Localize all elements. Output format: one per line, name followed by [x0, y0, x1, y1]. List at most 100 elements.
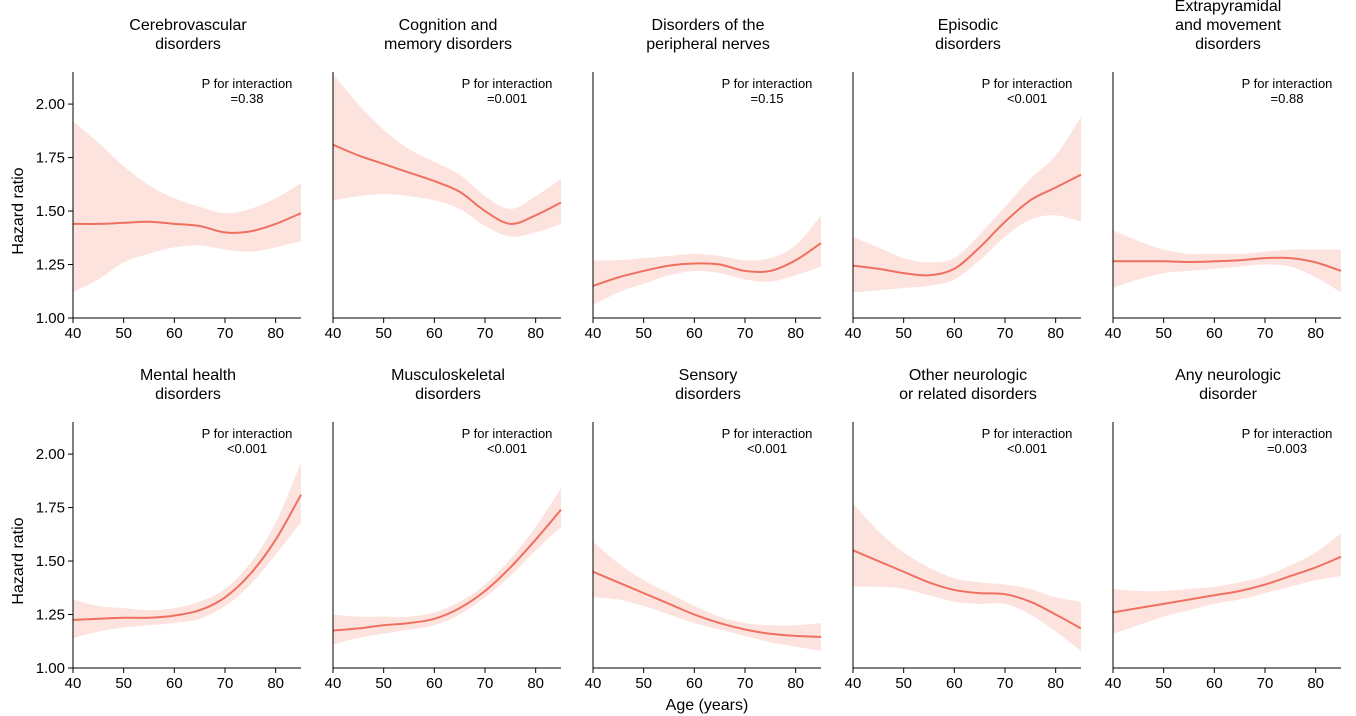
confidence-band — [593, 541, 821, 651]
hazard-ratio-line — [332, 143, 562, 225]
panel-1: 40 50 60 70 80 1.00 1.25 1.50 1.75 2.00 Cerebrovas… — [36, 17, 302, 342]
x-axis-title: Age (years) — [666, 697, 749, 714]
p-interaction-annotation: P for interaction — [1242, 76, 1333, 91]
x-tick-label: 40 — [1105, 675, 1122, 692]
y-tick-label: 1.25 — [36, 607, 65, 624]
p-interaction-annotation: <0.001 — [1007, 441, 1047, 456]
hazard-ratio-line — [1112, 555, 1342, 614]
p-interaction-annotation: P for interaction — [202, 426, 293, 441]
y-axis-title-bottom-row: Hazard ratio — [10, 517, 27, 604]
x-tick-label: 70 — [1257, 675, 1274, 692]
hazard-ratio-line — [852, 173, 1082, 277]
x-tick-label: 50 — [895, 325, 912, 342]
confidence-band — [593, 215, 821, 306]
panel-title-line: or related disorders — [899, 386, 1037, 403]
x-tick-label: 70 — [1257, 325, 1274, 342]
hazard-ratio-line — [592, 570, 822, 638]
x-tick-label: 40 — [65, 325, 82, 342]
panel-title-line: Episodic — [938, 17, 998, 34]
p-interaction-annotation: P for interaction — [202, 76, 293, 91]
y-tick-label: 2.00 — [36, 96, 65, 113]
p-interaction-annotation: <0.001 — [1007, 91, 1047, 106]
panel-title-line: Cerebrovascular — [129, 17, 247, 34]
hazard-ratio-line — [332, 509, 562, 632]
panel-title-line: Other neurologic — [909, 367, 1027, 384]
y-tick-label: 1.50 — [36, 553, 65, 570]
p-interaction-annotation: P for interaction — [462, 426, 553, 441]
p-interaction-annotation: P for interaction — [982, 76, 1073, 91]
x-tick-label: 70 — [477, 325, 494, 342]
panel-title-line: peripheral nerves — [646, 36, 770, 53]
confidence-band — [73, 121, 301, 293]
panel-title-line: Any neurologic — [1175, 367, 1281, 384]
x-tick-label: 70 — [997, 675, 1014, 692]
x-tick-label: 40 — [325, 325, 342, 342]
x-tick-label: 40 — [325, 675, 342, 692]
x-tick-label: 80 — [787, 325, 804, 342]
p-interaction-annotation: =0.003 — [1267, 441, 1307, 456]
x-tick-label: 70 — [477, 675, 494, 692]
confidence-band — [333, 74, 561, 237]
y-tick-label: 1.50 — [36, 203, 65, 220]
panel-title-line: disorder — [1199, 386, 1257, 403]
p-interaction-annotation: P for interaction — [1242, 426, 1333, 441]
p-interaction-annotation: P for interaction — [722, 426, 813, 441]
x-tick-label: 60 — [946, 325, 963, 342]
x-tick-label: 40 — [585, 325, 602, 342]
p-interaction-annotation: =0.88 — [1271, 91, 1304, 106]
p-interaction-annotation: =0.15 — [751, 91, 784, 106]
x-tick-label: 50 — [635, 675, 652, 692]
x-tick-label: 70 — [217, 325, 234, 342]
x-tick-label: 40 — [585, 675, 602, 692]
x-tick-label: 60 — [686, 675, 703, 692]
x-tick-label: 60 — [946, 675, 963, 692]
confidence-band — [853, 116, 1081, 293]
panel-10: 40 50 60 70 80 Any neurologic disorder P for in… — [1105, 367, 1342, 692]
y-tick-label: 1.75 — [36, 150, 65, 167]
x-tick-label: 80 — [1047, 675, 1064, 692]
x-tick-label: 60 — [1206, 675, 1223, 692]
x-tick-label: 40 — [65, 675, 82, 692]
confidence-band — [853, 503, 1081, 651]
p-interaction-annotation: P for interaction — [722, 76, 813, 91]
p-interaction-annotation: =0.001 — [487, 91, 527, 106]
hazard-ratio-line — [592, 242, 822, 287]
hazard-ratio-line — [1113, 256, 1342, 272]
y-axis-title-top-row: Hazard ratio — [10, 167, 27, 254]
x-tick-label: 50 — [1155, 675, 1172, 692]
x-tick-label: 50 — [115, 675, 132, 692]
x-tick-label: 70 — [997, 325, 1014, 342]
panel-9: 40 50 60 70 80 Other neurologic or related dis… — [845, 367, 1082, 692]
x-tick-label: 70 — [217, 675, 234, 692]
y-tick-label: 2.00 — [36, 446, 65, 463]
panel-title-line: disorders — [675, 386, 741, 403]
p-interaction-annotation: =0.38 — [231, 91, 264, 106]
x-tick-label: 60 — [426, 675, 443, 692]
x-tick-label: 60 — [426, 325, 443, 342]
panel-5: 40 50 60 70 80 Extrapyramidal and movement diso… — [1105, 0, 1342, 342]
x-tick-label: 80 — [267, 325, 284, 342]
x-tick-label: 40 — [845, 325, 862, 342]
x-tick-label: 60 — [1206, 325, 1223, 342]
hazard-ratio-line — [852, 549, 1082, 630]
panel-8: 40 50 60 70 80 Sensory disorders P for interact… — [585, 367, 822, 692]
x-tick-label: 70 — [737, 675, 754, 692]
y-tick-label: 1.75 — [36, 500, 65, 517]
panel-title-line: disorders — [1195, 36, 1261, 53]
p-interaction-annotation: <0.001 — [227, 441, 267, 456]
x-tick-label: 80 — [527, 325, 544, 342]
x-tick-label: 60 — [166, 675, 183, 692]
x-tick-label: 80 — [1047, 325, 1064, 342]
y-tick-label: 1.00 — [36, 310, 65, 327]
panel-title-line: disorders — [935, 36, 1001, 53]
panel-7: 40 50 60 70 80 Musculoskeletal disorders P for … — [325, 367, 562, 692]
confidence-band — [73, 462, 301, 639]
x-tick-label: 60 — [166, 325, 183, 342]
x-tick-label: 40 — [845, 675, 862, 692]
x-tick-label: 80 — [267, 675, 284, 692]
panel-title-line: Musculoskeletal — [391, 367, 505, 384]
x-tick-label: 50 — [895, 675, 912, 692]
x-tick-label: 50 — [115, 325, 132, 342]
panel-title-line: Disorders of the — [652, 17, 765, 34]
x-tick-label: 50 — [375, 325, 392, 342]
